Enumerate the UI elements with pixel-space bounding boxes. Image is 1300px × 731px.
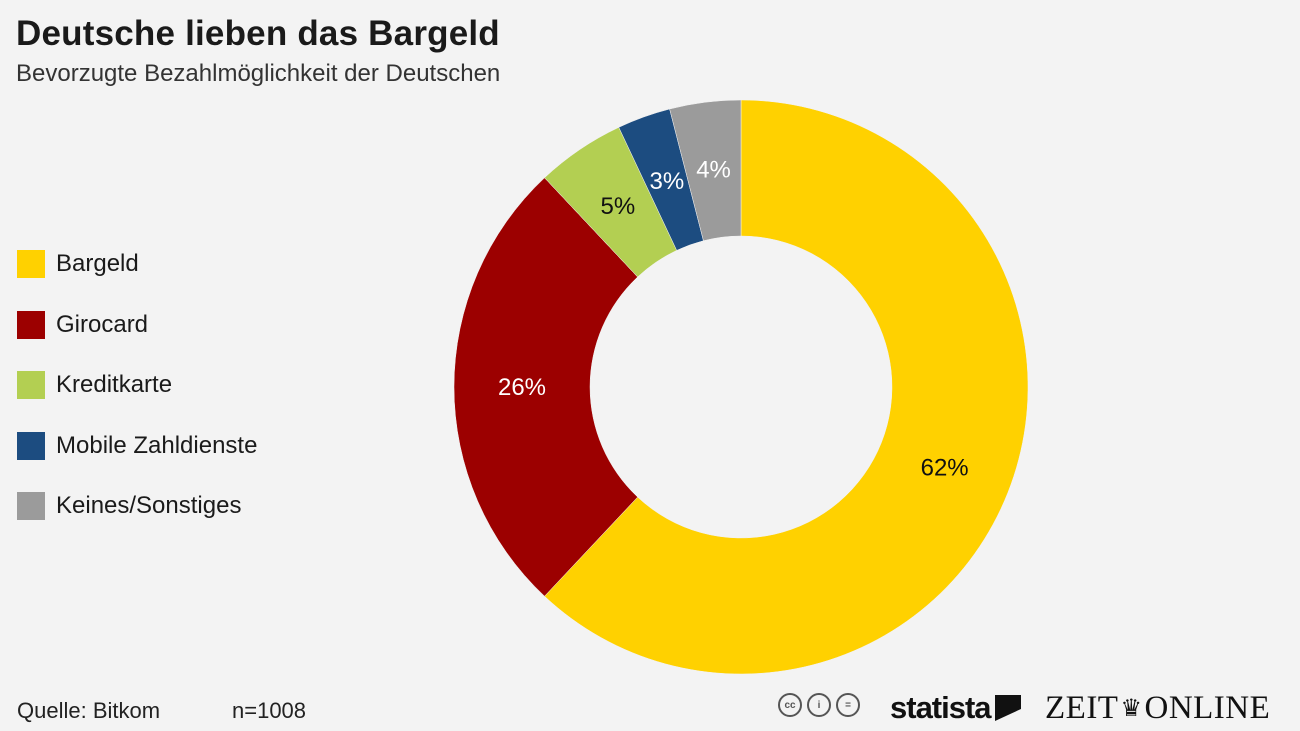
statista-wordmark: statista [890,690,992,725]
eagle-seal-icon: ♛ [1120,696,1143,722]
chart-subtitle: Bevorzugte Bezahlmöglichkeit der Deutsch… [16,60,501,87]
legend-swatch [17,310,45,339]
online-wordmark: ONLINE [1144,690,1271,726]
by-icon: i [807,693,831,717]
legend-item-kreditkarte: Kreditkarte [17,369,257,401]
legend-item-bargeld: Bargeld [17,248,257,280]
source-text: Quelle: Bitkom [17,698,161,723]
nd-icon: = [836,693,860,717]
slice-bargeld [544,99,1029,675]
data-label-kreditkarte: 5% [601,193,636,220]
legend-label: Girocard [56,310,149,338]
legend-label: Kreditkarte [56,371,173,398]
legend-label: Keines/Sonstiges [56,492,242,519]
legend-swatch [17,371,45,399]
legend-item-mobile: Mobile Zahldienste [17,430,257,462]
legend-swatch [17,431,45,460]
legend-swatch [17,250,45,278]
data-label-mobile: 3% [649,168,684,195]
chart-title: Deutsche lieben das Bargeld [16,14,500,53]
data-label-bargeld: 62% [921,455,969,482]
zeit-online-logo: ZEIT ♛ ONLINE [1045,690,1270,727]
sample-size: n=1008 [232,698,307,723]
legend-swatch [17,492,45,520]
statista-mark-icon [994,695,1021,721]
slice-girocard [453,177,638,597]
data-label-girocard: 26% [498,374,546,401]
data-label-sonstiges: 4% [696,157,731,184]
legend: Bargeld Girocard Kreditkarte Mobile Zahl… [17,248,257,551]
legend-item-sonstiges: Keines/Sonstiges [17,490,257,522]
statista-logo: statista [890,690,1021,726]
license-icons: cc i = [778,693,860,717]
slice-sonstiges [669,99,742,242]
cc-icon: cc [778,693,802,717]
zeit-wordmark: ZEIT [1045,690,1119,726]
legend-label: Bargeld [56,250,139,277]
legend-label: Mobile Zahldienste [56,431,258,459]
legend-item-girocard: Girocard [17,309,257,341]
